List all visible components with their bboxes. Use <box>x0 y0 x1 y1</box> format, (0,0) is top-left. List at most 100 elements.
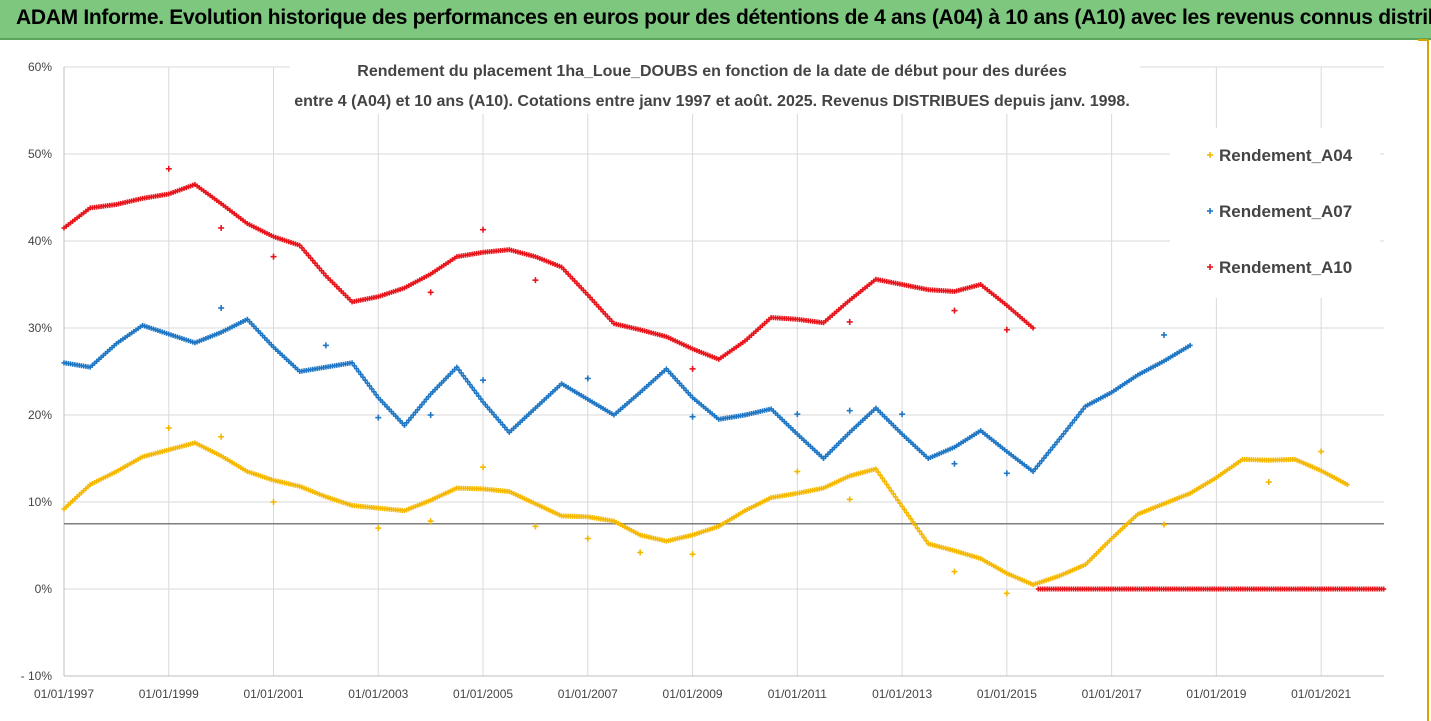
outlier-point <box>218 224 225 231</box>
outlier-point <box>375 414 382 421</box>
x-axis-ticks: 01/01/1997 01/01/1999 01/01/2001 01/01/2003… <box>34 687 1352 701</box>
data-point <box>504 427 510 433</box>
x-tick-label: 01/01/2009 <box>663 687 723 701</box>
outlier-point <box>480 464 487 471</box>
data-point <box>371 389 377 395</box>
data-point <box>884 482 890 488</box>
outlier-point <box>951 568 958 575</box>
outlier-point <box>584 375 591 382</box>
data-point <box>498 419 504 425</box>
data-point <box>502 424 508 430</box>
outlier-point <box>1003 590 1010 597</box>
y-tick-label: 50% <box>28 147 52 161</box>
data-point <box>482 401 488 407</box>
x-tick-label: 01/01/2013 <box>872 687 932 701</box>
y-tick-label: 0% <box>35 582 53 596</box>
outlier-point <box>270 253 277 260</box>
data-point <box>460 373 466 379</box>
outlier-point <box>427 518 434 525</box>
data-point <box>879 475 885 481</box>
data-point <box>358 371 364 377</box>
outlier-point <box>165 165 172 172</box>
data-point <box>364 380 370 386</box>
x-tick-label: 01/01/2005 <box>453 687 513 701</box>
data-point <box>404 420 410 426</box>
outlier-point <box>584 535 591 542</box>
legend-label: Rendement_A04 <box>1219 146 1353 165</box>
data-point <box>910 519 916 525</box>
x-tick-label: 01/01/1997 <box>34 687 94 701</box>
data-point <box>471 387 477 393</box>
outlier-point <box>375 525 382 532</box>
legend-entry: Rendement_A04 <box>1207 146 1353 165</box>
data-point <box>356 369 362 374</box>
outlier-point <box>846 407 853 414</box>
data-point <box>456 367 462 373</box>
data-point <box>367 383 373 389</box>
data-point <box>873 466 879 472</box>
outlier-point <box>480 377 487 384</box>
x-tick-label: 01/01/2017 <box>1082 687 1142 701</box>
data-point <box>467 382 473 388</box>
x-tick-label: 01/01/2021 <box>1291 687 1351 701</box>
y-tick-label: 30% <box>28 321 52 335</box>
y-tick-label: 40% <box>28 234 52 248</box>
data-point <box>463 376 469 382</box>
chart-title-line-1: Rendement du placement 1ha_Loue_DOUBS en… <box>357 63 1067 80</box>
data-point <box>919 531 925 537</box>
data-point <box>897 500 903 506</box>
data-point <box>465 379 471 385</box>
data-point <box>890 491 896 497</box>
outlier-point <box>689 365 696 372</box>
data-point <box>888 488 894 494</box>
x-tick-label: 01/01/2011 <box>768 687 827 701</box>
data-point <box>421 399 427 405</box>
data-point <box>419 402 425 408</box>
data-point <box>360 374 366 380</box>
data-point <box>893 494 899 500</box>
data-point <box>921 535 927 541</box>
data-point <box>410 412 416 418</box>
outlier-point <box>846 496 853 503</box>
data-point <box>917 528 923 534</box>
data-point <box>373 392 379 398</box>
data-point <box>1344 482 1350 488</box>
outlier-point <box>480 226 487 233</box>
banner-title: ADAM Informe. Evolution historique des p… <box>16 6 1431 29</box>
data-point <box>469 384 475 390</box>
data-point <box>401 422 407 428</box>
x-tick-label: 01/01/2003 <box>348 687 408 701</box>
outlier-point <box>165 425 172 432</box>
outlier-point <box>1318 448 1325 455</box>
data-point <box>901 506 907 512</box>
data-point <box>491 412 497 418</box>
outlier-point <box>794 468 801 475</box>
y-tick-label: 60% <box>28 60 52 74</box>
data-point <box>362 377 368 383</box>
data-point <box>484 404 490 410</box>
outlier-point <box>1161 521 1167 528</box>
data-point <box>458 370 464 376</box>
title-banner: ADAM Informe. Evolution historique des p… <box>0 0 1431 40</box>
data-point <box>906 513 912 519</box>
x-tick-label: 01/01/2007 <box>558 687 618 701</box>
series-Rendement_A07 <box>61 304 1193 477</box>
outlier-point <box>637 549 644 556</box>
x-tick-label: 01/01/2015 <box>977 687 1037 701</box>
data-point <box>369 386 375 392</box>
data-point <box>903 510 909 516</box>
y-axis-ticks: 60% 50% 40% 30% 20% 10% 0% - 10% <box>21 60 53 683</box>
data-point <box>908 516 914 522</box>
legend-label: Rendement_A07 <box>1219 202 1352 221</box>
data-point <box>899 503 905 509</box>
outlier-point <box>322 342 329 349</box>
outlier-point <box>794 411 801 418</box>
y-tick-label: 20% <box>28 408 52 422</box>
data-point <box>476 393 482 399</box>
data-point <box>489 409 495 415</box>
x-tick-label: 01/01/2019 <box>1186 687 1246 701</box>
outlier-point <box>218 304 225 311</box>
legend-entry: Rendement_A10 <box>1207 258 1352 277</box>
legend-label: Rendement_A10 <box>1219 258 1352 277</box>
